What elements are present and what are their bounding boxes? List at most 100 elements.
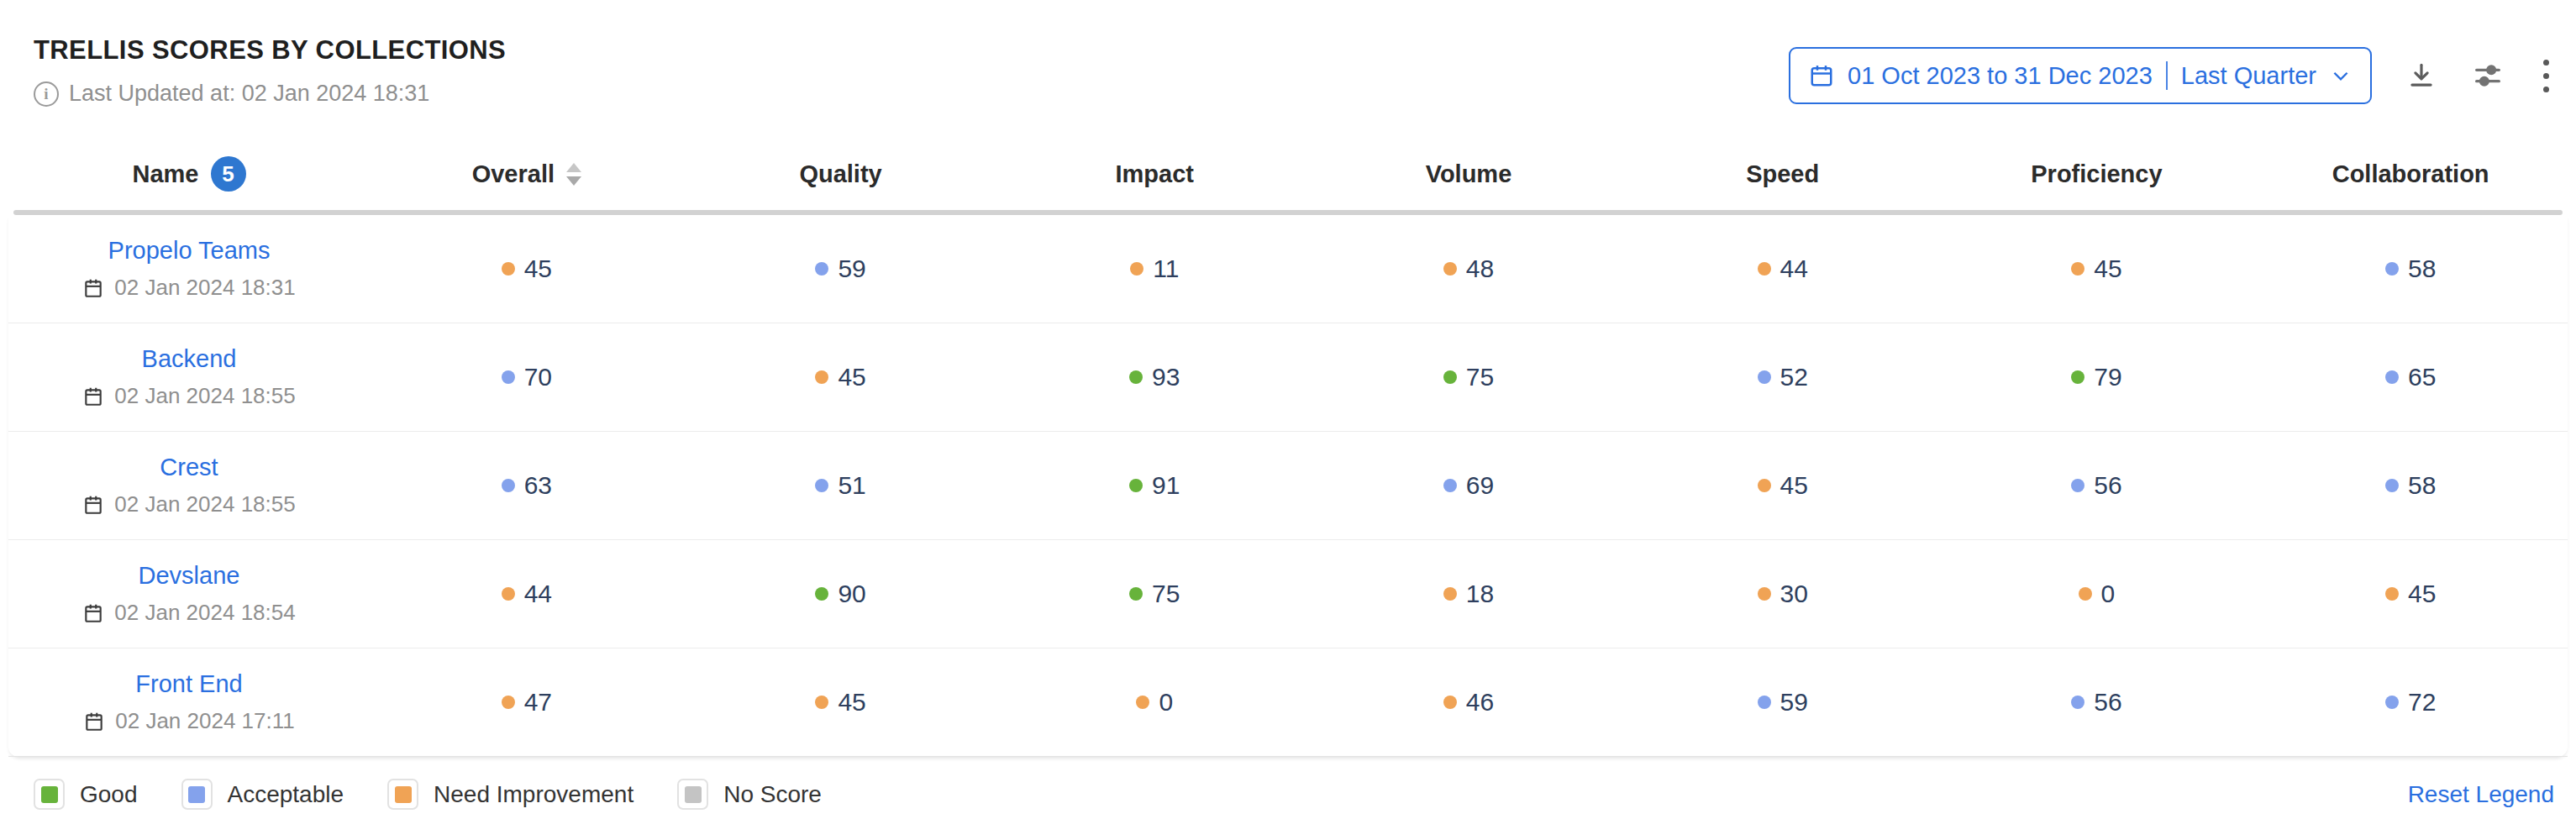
- score-cell: 90: [684, 580, 998, 608]
- score-value: 72: [2408, 688, 2436, 717]
- score-cell: 59: [1626, 688, 1940, 717]
- filter-settings-button[interactable]: [2471, 59, 2505, 92]
- column-header-name: Name 5: [8, 156, 370, 192]
- score-cell: 0: [997, 688, 1312, 717]
- row-date: 02 Jan 2024 18:31: [114, 275, 295, 301]
- score-value: 45: [1780, 471, 1808, 500]
- score-dot: [1758, 696, 1771, 709]
- legend-bar: Good Acceptable Need Improvement No Scor…: [34, 779, 2554, 810]
- score-value: 52: [1780, 363, 1808, 391]
- row-date-wrap: 02 Jan 2024 18:54: [82, 600, 295, 626]
- score-value: 47: [524, 688, 552, 717]
- score-dot: [1443, 262, 1457, 276]
- calendar-icon: [82, 494, 104, 516]
- score-dot: [815, 262, 828, 276]
- reset-legend-link[interactable]: Reset Legend: [2408, 781, 2554, 808]
- table-row: Crest 02 Jan 2024 18:55 63 51 91: [8, 432, 2568, 540]
- calendar-icon: [82, 602, 104, 624]
- collection-link[interactable]: Crest: [160, 454, 218, 481]
- last-updated-text: Last Updated at: 02 Jan 2024 18:31: [69, 81, 429, 107]
- score-value: 59: [1780, 688, 1808, 717]
- score-dot: [502, 587, 515, 601]
- score-cell: 45: [2253, 580, 2568, 608]
- score-value: 0: [1159, 688, 1173, 717]
- calendar-icon: [83, 711, 105, 732]
- score-dot: [815, 696, 828, 709]
- name-cell: Crest 02 Jan 2024 18:55: [8, 454, 370, 517]
- date-range-button[interactable]: 01 Oct 2023 to 31 Dec 2023 Last Quarter: [1789, 47, 2372, 104]
- download-icon: [2405, 60, 2437, 92]
- score-value: 58: [2408, 471, 2436, 500]
- score-cell: 72: [2253, 688, 2568, 717]
- collection-link[interactable]: Front End: [135, 670, 242, 698]
- column-header-volume: Volume: [1312, 160, 1626, 188]
- score-value: 45: [2408, 580, 2436, 608]
- good-swatch-icon: [34, 779, 65, 810]
- score-cell: 70: [370, 363, 684, 391]
- score-value: 75: [1466, 363, 1494, 391]
- score-cell: 59: [684, 255, 998, 283]
- row-date-wrap: 02 Jan 2024 18:55: [82, 383, 295, 409]
- score-value: 45: [838, 688, 865, 717]
- score-dot: [1758, 587, 1771, 601]
- score-value: 45: [2094, 255, 2121, 283]
- score-value: 30: [1780, 580, 1808, 608]
- legend-item-acceptable[interactable]: Acceptable: [181, 779, 344, 810]
- calendar-icon: [82, 386, 104, 407]
- legend-item-no-score[interactable]: No Score: [677, 779, 822, 810]
- name-cell: Propelo Teams 02 Jan 2024 18:31: [8, 237, 370, 301]
- acceptable-swatch-icon: [181, 779, 213, 810]
- score-cell: 91: [997, 471, 1312, 500]
- date-range-text: 01 Oct 2023 to 31 Dec 2023: [1848, 62, 2153, 90]
- row-date-wrap: 02 Jan 2024 18:55: [82, 491, 295, 517]
- score-cell: 0: [1940, 580, 2254, 608]
- trellis-table: Name 5 Overall Quality Impact Volume Spe…: [8, 138, 2568, 757]
- score-value: 45: [524, 255, 552, 283]
- score-dot: [815, 587, 828, 601]
- score-value: 91: [1152, 471, 1180, 500]
- collection-link[interactable]: Devslane: [139, 562, 240, 590]
- score-value: 44: [524, 580, 552, 608]
- score-value: 11: [1153, 255, 1179, 283]
- score-cell: 52: [1626, 363, 1940, 391]
- header-controls: 01 Oct 2023 to 31 Dec 2023 Last Quarter: [1789, 47, 2554, 104]
- name-header-label: Name: [133, 160, 199, 188]
- score-value: 46: [1466, 688, 1494, 717]
- collection-link[interactable]: Backend: [142, 345, 237, 373]
- kebab-dot: [2543, 73, 2549, 79]
- sort-icon[interactable]: [566, 163, 581, 186]
- row-date: 02 Jan 2024 18:55: [114, 491, 295, 517]
- divider: [2166, 61, 2168, 90]
- download-button[interactable]: [2405, 60, 2437, 92]
- kebab-dot: [2543, 87, 2549, 92]
- score-cell: 46: [1312, 688, 1626, 717]
- score-cell: 58: [2253, 255, 2568, 283]
- score-cell: 45: [1940, 255, 2254, 283]
- column-header-collaboration: Collaboration: [2253, 160, 2568, 188]
- score-value: 75: [1152, 580, 1180, 608]
- score-cell: 51: [684, 471, 998, 500]
- score-dot: [502, 479, 515, 492]
- score-dot: [1443, 370, 1457, 384]
- score-value: 59: [838, 255, 865, 283]
- score-cell: 65: [2253, 363, 2568, 391]
- score-cell: 48: [1312, 255, 1626, 283]
- score-dot: [1136, 696, 1149, 709]
- table-row: Backend 02 Jan 2024 18:55 70 45 93: [8, 323, 2568, 432]
- column-header-overall[interactable]: Overall: [370, 160, 684, 188]
- score-dot: [502, 262, 515, 276]
- collection-link[interactable]: Propelo Teams: [108, 237, 271, 265]
- info-icon[interactable]: i: [34, 81, 59, 107]
- kebab-menu-button[interactable]: [2538, 58, 2554, 94]
- legend-item-need-improvement[interactable]: Need Improvement: [387, 779, 633, 810]
- row-date: 02 Jan 2024 18:55: [114, 383, 295, 409]
- widget-header: TRELLIS SCORES BY COLLECTIONS i Last Upd…: [0, 0, 2576, 116]
- legend-label: Need Improvement: [434, 781, 633, 808]
- score-value: 58: [2408, 255, 2436, 283]
- row-date-wrap: 02 Jan 2024 18:31: [82, 275, 295, 301]
- score-value: 56: [2094, 471, 2121, 500]
- score-dot: [2071, 370, 2084, 384]
- score-dot: [2071, 479, 2084, 492]
- legend-label: No Score: [723, 781, 822, 808]
- legend-item-good[interactable]: Good: [34, 779, 138, 810]
